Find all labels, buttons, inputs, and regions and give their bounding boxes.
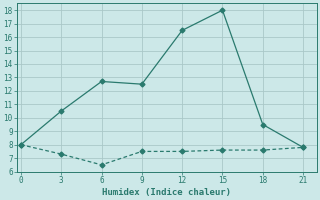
X-axis label: Humidex (Indice chaleur): Humidex (Indice chaleur) — [102, 188, 231, 197]
